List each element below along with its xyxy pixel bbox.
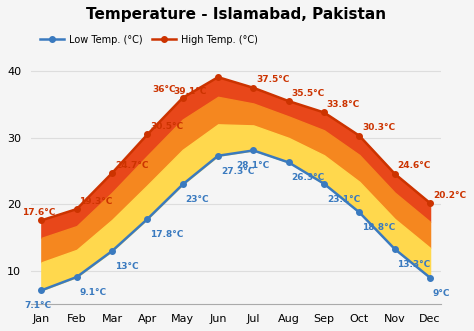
Text: 13°C: 13°C <box>115 262 138 271</box>
Text: 23.1°C: 23.1°C <box>327 195 360 204</box>
Text: 33.8°C: 33.8°C <box>327 100 360 109</box>
Legend: Low Temp. (°C), High Temp. (°C): Low Temp. (°C), High Temp. (°C) <box>36 31 262 48</box>
Text: 26.3°C: 26.3°C <box>292 173 325 182</box>
Text: 39.1°C: 39.1°C <box>173 87 207 96</box>
Text: 30.3°C: 30.3°C <box>362 123 395 132</box>
Text: 7.1°C: 7.1°C <box>25 302 52 310</box>
Text: 30.5°C: 30.5°C <box>150 122 183 131</box>
Text: 19.3°C: 19.3°C <box>80 197 113 206</box>
Text: 27.3°C: 27.3°C <box>221 167 254 176</box>
Title: Temperature - Islamabad, Pakistan: Temperature - Islamabad, Pakistan <box>86 7 386 22</box>
Text: 20.2°C: 20.2°C <box>433 191 466 200</box>
Text: 9.1°C: 9.1°C <box>80 288 107 297</box>
Text: 24.6°C: 24.6°C <box>398 161 431 170</box>
Text: 36°C: 36°C <box>152 85 176 94</box>
Text: 35.5°C: 35.5°C <box>292 89 325 98</box>
Text: 24.7°C: 24.7°C <box>115 161 148 169</box>
Text: 28.1°C: 28.1°C <box>237 162 270 170</box>
Text: 18.8°C: 18.8°C <box>362 223 395 232</box>
Text: 13.3°C: 13.3°C <box>398 260 431 269</box>
Text: 17.6°C: 17.6°C <box>22 208 55 217</box>
Text: 37.5°C: 37.5°C <box>256 75 290 84</box>
Text: 9°C: 9°C <box>433 289 450 298</box>
Text: 17.8°C: 17.8°C <box>150 230 183 239</box>
Text: 23°C: 23°C <box>185 196 209 205</box>
